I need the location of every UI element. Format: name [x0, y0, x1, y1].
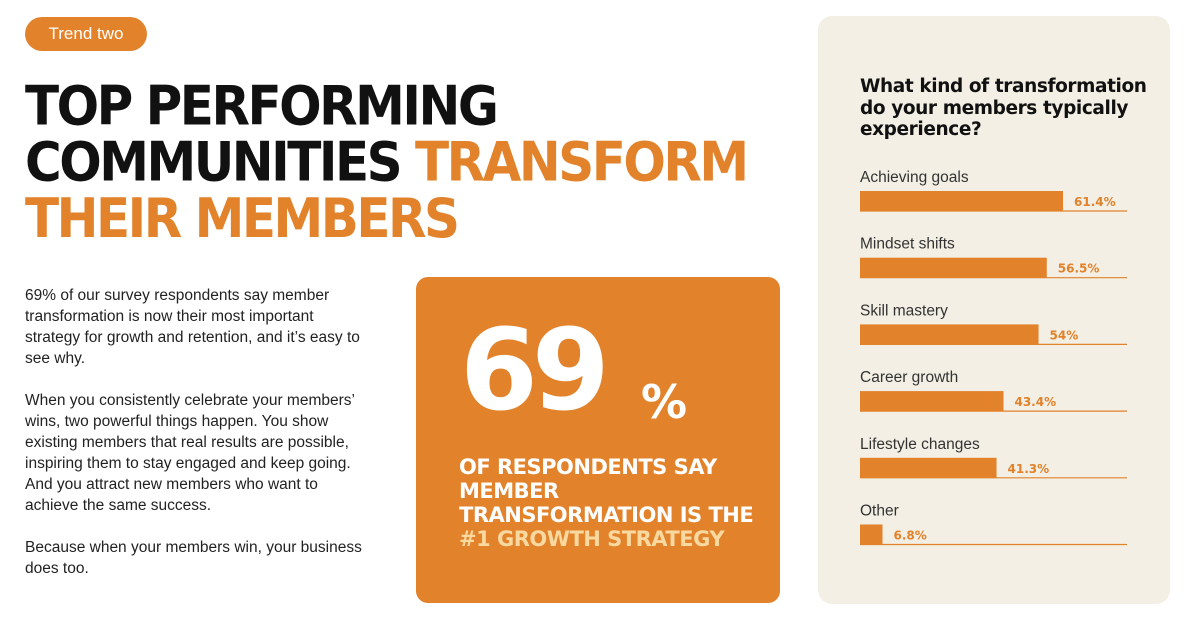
- headline-line-2: COMMUNITIES TRANSFORM: [25, 134, 805, 190]
- category-label: Other: [860, 503, 899, 520]
- headline-line-3: THEIR MEMBERS: [25, 187, 460, 250]
- stat-caption-highlight: #1 GROWTH STRATEGY: [459, 527, 725, 551]
- chart-title: What kind of transformation do your memb…: [860, 76, 1147, 140]
- bar: [860, 391, 1004, 412]
- category-label: Skill mastery: [860, 302, 948, 319]
- stat-number: 69: [460, 306, 610, 436]
- data-label: 41.3%: [1008, 462, 1050, 476]
- headline-line-2-black: COMMUNITIES: [25, 130, 416, 194]
- bar: [860, 524, 883, 545]
- bar-chart: Achieving goals 61.4% Mindset shifts 56.5% S…: [860, 169, 1127, 546]
- bar: [860, 191, 1063, 211]
- bar: [860, 257, 1047, 278]
- stat-card: 69 % OF RESPONDENTS SAY MEMBER TRANSFORM…: [416, 277, 780, 603]
- stat-caption-text: OF RESPONDENTS SAY MEMBER TRANSFORMATION…: [459, 455, 754, 527]
- category-label: Career growth: [860, 369, 958, 386]
- headline-line-1: TOP PERFORMING: [25, 74, 499, 138]
- trend-badge: Trend two: [25, 17, 147, 51]
- body-paragraph-1: 69% of our survey respondents say member…: [25, 287, 360, 367]
- body-paragraph-3: Because when your members win, your busi…: [25, 539, 362, 577]
- bar: [860, 457, 997, 478]
- category-label: Lifestyle changes: [860, 436, 980, 453]
- data-label: 54%: [1050, 328, 1079, 342]
- stat-percent-sign: %: [641, 375, 688, 429]
- category-label: Achieving goals: [860, 169, 969, 186]
- body-text: 69% of our survey respondents say member…: [25, 285, 370, 600]
- headline: TOP PERFORMING COMMUNITIES TRANSFORM THE…: [25, 78, 805, 246]
- category-label: Mindset shifts: [860, 236, 955, 253]
- stat-caption: OF RESPONDENTS SAY MEMBER TRANSFORMATION…: [459, 455, 759, 551]
- data-label: 56.5%: [1058, 262, 1100, 276]
- data-label: 6.8%: [893, 529, 926, 543]
- data-label: 61.4%: [1074, 195, 1116, 209]
- headline-line-2-accent: TRANSFORM: [415, 130, 749, 194]
- data-label: 43.4%: [1014, 395, 1056, 409]
- chart-panel: What kind of transformation do your memb…: [818, 16, 1170, 604]
- body-paragraph-2: When you consistently celebrate your mem…: [25, 392, 355, 514]
- bar: [860, 324, 1039, 345]
